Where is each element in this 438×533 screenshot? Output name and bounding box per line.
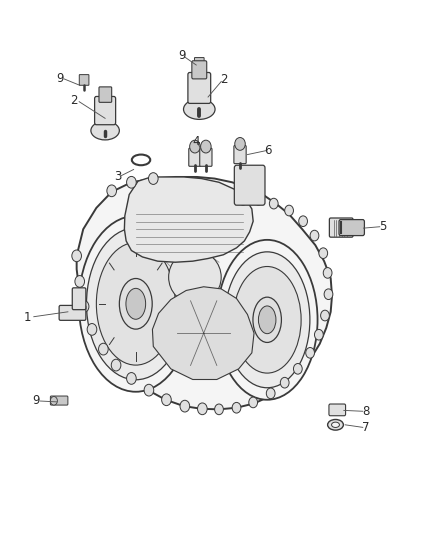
- Circle shape: [107, 185, 117, 197]
- FancyBboxPatch shape: [194, 58, 204, 68]
- FancyBboxPatch shape: [79, 75, 89, 85]
- Circle shape: [99, 343, 108, 355]
- Circle shape: [87, 324, 97, 335]
- Ellipse shape: [79, 216, 193, 392]
- Circle shape: [249, 397, 258, 408]
- Circle shape: [162, 394, 171, 406]
- Polygon shape: [152, 287, 254, 379]
- Circle shape: [269, 198, 278, 209]
- FancyBboxPatch shape: [339, 220, 364, 236]
- FancyBboxPatch shape: [200, 148, 212, 166]
- Circle shape: [323, 268, 332, 278]
- Circle shape: [190, 140, 200, 153]
- Text: 1: 1: [23, 311, 31, 324]
- Circle shape: [321, 310, 329, 321]
- Circle shape: [254, 195, 263, 205]
- Circle shape: [319, 248, 328, 259]
- FancyBboxPatch shape: [192, 61, 207, 79]
- Ellipse shape: [332, 422, 339, 427]
- Ellipse shape: [86, 228, 185, 379]
- Ellipse shape: [233, 266, 301, 373]
- Text: 3: 3: [114, 171, 121, 183]
- Circle shape: [215, 404, 223, 415]
- Circle shape: [180, 400, 190, 412]
- Ellipse shape: [91, 122, 119, 140]
- Circle shape: [299, 216, 307, 227]
- FancyBboxPatch shape: [329, 218, 353, 237]
- Text: 5: 5: [380, 220, 387, 233]
- Circle shape: [148, 173, 158, 184]
- Text: 9: 9: [32, 394, 40, 407]
- FancyBboxPatch shape: [59, 305, 86, 320]
- Ellipse shape: [96, 243, 175, 365]
- Circle shape: [266, 388, 275, 399]
- Circle shape: [324, 289, 333, 300]
- Text: 6: 6: [264, 144, 272, 157]
- FancyBboxPatch shape: [234, 146, 246, 164]
- Ellipse shape: [119, 278, 152, 329]
- FancyBboxPatch shape: [189, 148, 201, 166]
- Circle shape: [201, 140, 211, 153]
- Ellipse shape: [225, 252, 310, 388]
- FancyBboxPatch shape: [188, 72, 211, 103]
- Circle shape: [72, 250, 81, 262]
- Circle shape: [314, 329, 323, 340]
- Circle shape: [127, 176, 136, 188]
- FancyBboxPatch shape: [99, 87, 112, 102]
- Text: 9: 9: [57, 72, 64, 85]
- Text: 4: 4: [192, 135, 200, 148]
- Circle shape: [239, 195, 247, 205]
- Text: 8: 8: [362, 405, 369, 418]
- Circle shape: [50, 397, 57, 405]
- Text: 7: 7: [362, 422, 370, 434]
- Ellipse shape: [169, 251, 221, 304]
- Ellipse shape: [253, 297, 281, 342]
- Ellipse shape: [184, 99, 215, 119]
- Circle shape: [111, 359, 121, 371]
- Circle shape: [306, 348, 314, 358]
- Ellipse shape: [126, 288, 145, 319]
- FancyBboxPatch shape: [72, 288, 86, 310]
- Ellipse shape: [258, 306, 276, 334]
- Circle shape: [79, 301, 89, 312]
- Polygon shape: [77, 177, 332, 409]
- FancyBboxPatch shape: [95, 96, 116, 125]
- Circle shape: [198, 403, 207, 415]
- Circle shape: [235, 138, 245, 150]
- FancyBboxPatch shape: [329, 404, 346, 416]
- Circle shape: [75, 276, 85, 287]
- Ellipse shape: [328, 419, 343, 430]
- Circle shape: [127, 373, 136, 384]
- Circle shape: [280, 377, 289, 388]
- Circle shape: [293, 364, 302, 374]
- Circle shape: [232, 402, 241, 413]
- Text: 9: 9: [178, 50, 186, 62]
- Text: 2: 2: [70, 94, 78, 107]
- Circle shape: [285, 205, 293, 216]
- Circle shape: [310, 230, 319, 241]
- Circle shape: [144, 384, 154, 396]
- Polygon shape: [124, 177, 253, 262]
- Text: 2: 2: [219, 74, 227, 86]
- FancyBboxPatch shape: [50, 396, 68, 405]
- Ellipse shape: [217, 240, 318, 400]
- FancyBboxPatch shape: [234, 165, 265, 205]
